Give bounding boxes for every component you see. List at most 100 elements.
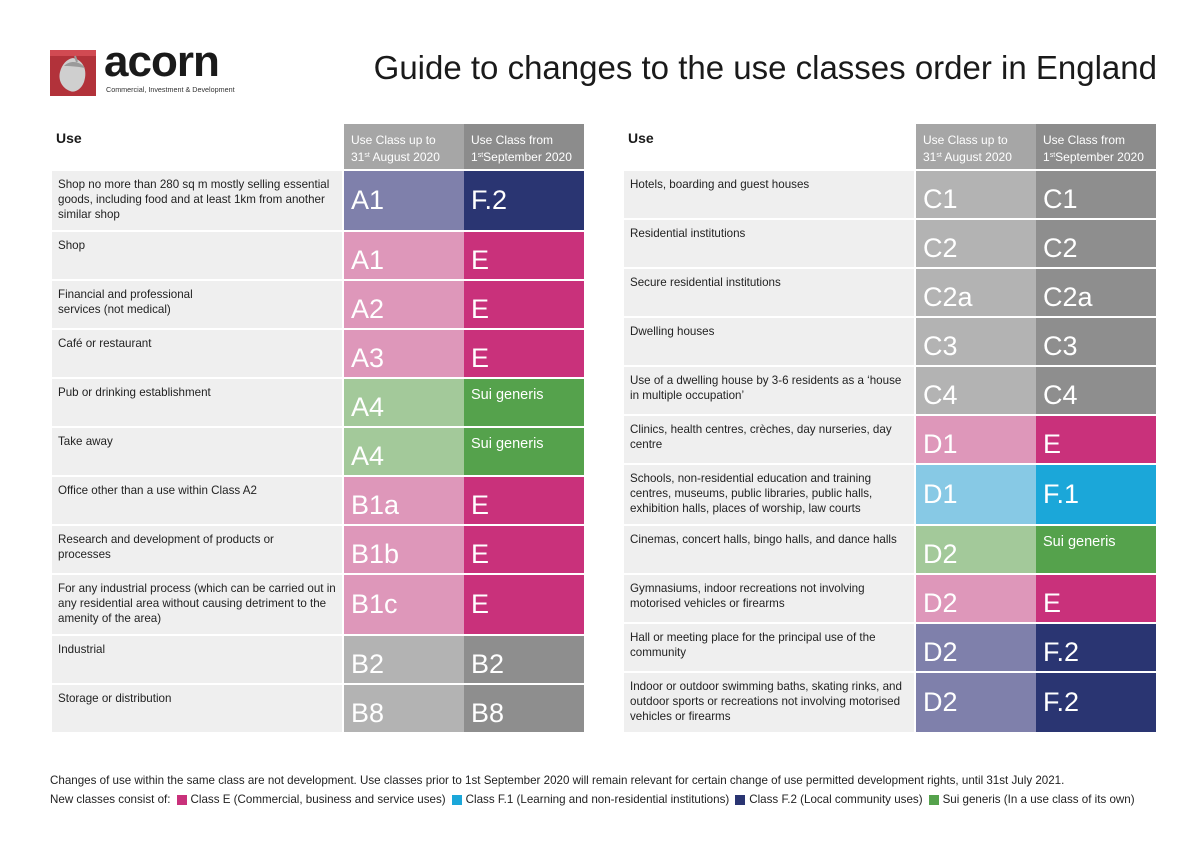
use-description: Residential institutions [624, 220, 914, 267]
legend-label: Class F.1 (Learning and non-residential … [465, 793, 730, 806]
header-old-class: Use Class up to 31st August 2020 [344, 124, 464, 169]
class-f2-swatch-icon [735, 794, 746, 805]
old-class: B8 [344, 685, 464, 732]
use-description: Gymnasiums, indoor recreations not invol… [624, 575, 914, 622]
use-description: Cinemas, concert halls, bingo halls, and… [624, 526, 914, 573]
old-class: C2a [916, 269, 1036, 316]
use-description: Shop [52, 232, 342, 279]
old-class: B2 [344, 636, 464, 683]
legend-item-sui-generis: Sui generis (In a use class of its own) [923, 790, 1135, 809]
header-old-sup: st [936, 152, 942, 159]
legend-item-class-f1: Class F.1 (Learning and non-residential … [446, 790, 730, 809]
use-description: Storage or distribution [52, 685, 342, 732]
header-new-line1: Use Class from [1043, 133, 1126, 147]
new-class: E [464, 575, 584, 634]
header-new-rest: September 2020 [483, 150, 572, 164]
use-description: For any industrial process (which can be… [52, 575, 342, 634]
header-old-sup: st [364, 152, 370, 159]
use-description: Research and development of products or … [52, 526, 342, 573]
class-f1-swatch-icon [451, 794, 462, 805]
new-class: C4 [1036, 367, 1156, 414]
use-description: Pub or drinking establishment [52, 379, 342, 426]
use-description: Industrial [52, 636, 342, 683]
new-class: Sui generis [464, 428, 584, 475]
new-class: F.2 [1036, 673, 1156, 732]
header-old-rest: August 2020 [369, 150, 440, 164]
use-description: Café or restaurant [52, 330, 342, 377]
legend-label: Sui generis (In a use class of its own) [942, 793, 1135, 806]
legend-label: Class F.2 (Local community uses) [749, 793, 923, 806]
use-description: Shop no more than 280 sq m mostly sellin… [52, 171, 342, 230]
header-old-line1: Use Class up to [351, 133, 436, 147]
use-description: Office other than a use within Class A2 [52, 477, 342, 524]
new-class: E [1036, 416, 1156, 463]
old-class: A3 [344, 330, 464, 377]
new-class: E [464, 330, 584, 377]
header-new-class: Use Class from 1stSeptember 2020 [464, 124, 584, 169]
old-class: B1c [344, 575, 464, 634]
new-class: Sui generis [1036, 526, 1156, 573]
header-new-class: Use Class from 1stSeptember 2020 [1036, 124, 1156, 169]
header-old-day: 31 [923, 150, 937, 164]
new-class: C3 [1036, 318, 1156, 365]
header-use: Use [56, 130, 82, 146]
legend-item-class-e: Class E (Commercial, business and servic… [171, 790, 446, 809]
old-class: A2 [344, 281, 464, 328]
header-old-day: 31 [351, 150, 365, 164]
new-class: E [1036, 575, 1156, 622]
use-description: Use of a dwelling house by 3-6 residents… [624, 367, 914, 414]
acorn-logo-icon [50, 50, 96, 96]
footer: Changes of use within the same class are… [50, 771, 1135, 809]
use-description: Take away [52, 428, 342, 475]
header-new-line1: Use Class from [471, 133, 554, 147]
footer-note: Changes of use within the same class are… [50, 774, 1065, 787]
header-new-rest: September 2020 [1055, 150, 1144, 164]
old-class: D1 [916, 465, 1036, 524]
new-class: E [464, 232, 584, 279]
old-class: D2 [916, 575, 1036, 622]
old-class: A4 [344, 428, 464, 475]
new-class: F.2 [464, 171, 584, 230]
use-description: Dwelling houses [624, 318, 914, 365]
old-class: B1b [344, 526, 464, 573]
old-class: D2 [916, 526, 1036, 573]
old-class: D2 [916, 673, 1036, 732]
new-class: C1 [1036, 171, 1156, 218]
brand-name: acorn [104, 37, 220, 86]
new-class: E [464, 477, 584, 524]
legend-intro: New classes consist of: [50, 793, 171, 806]
header-new-day: 1 [1043, 150, 1050, 164]
use-description: Secure residential institutions [624, 269, 914, 316]
old-class: A1 [344, 171, 464, 230]
use-description: Financial and professional services (not… [52, 281, 342, 328]
old-class: B1a [344, 477, 464, 524]
old-class: A4 [344, 379, 464, 426]
header-old-rest: August 2020 [941, 150, 1012, 164]
new-class: E [464, 281, 584, 328]
new-class: B2 [464, 636, 584, 683]
legend-label: Class E (Commercial, business and servic… [190, 793, 446, 806]
header-new-day: 1 [471, 150, 478, 164]
header-old-line1: Use Class up to [923, 133, 1008, 147]
new-class: B8 [464, 685, 584, 732]
use-description: Indoor or outdoor swimming baths, skatin… [624, 673, 914, 732]
header-new-sup: st [477, 152, 484, 159]
old-class: D1 [916, 416, 1036, 463]
new-class: F.2 [1036, 624, 1156, 671]
old-class: C2 [916, 220, 1036, 267]
use-description: Clinics, health centres, crèches, day nu… [624, 416, 914, 463]
old-class: D2 [916, 624, 1036, 671]
old-class: A1 [344, 232, 464, 279]
new-class: C2 [1036, 220, 1156, 267]
page-title: Guide to changes to the use classes orde… [373, 49, 1157, 86]
new-class: Sui generis [464, 379, 584, 426]
brand-tagline: Commercial, Investment & Development [106, 85, 235, 94]
use-description: Hall or meeting place for the principal … [624, 624, 914, 671]
old-class: C1 [916, 171, 1036, 218]
header-use: Use [628, 130, 654, 146]
legend: New classes consist of: Class E (Commerc… [50, 790, 1135, 809]
new-class: E [464, 526, 584, 573]
legend-item-class-f2: Class F.2 (Local community uses) [729, 790, 923, 809]
old-class: C4 [916, 367, 1036, 414]
use-description: Schools, non-residential education and t… [624, 465, 914, 524]
